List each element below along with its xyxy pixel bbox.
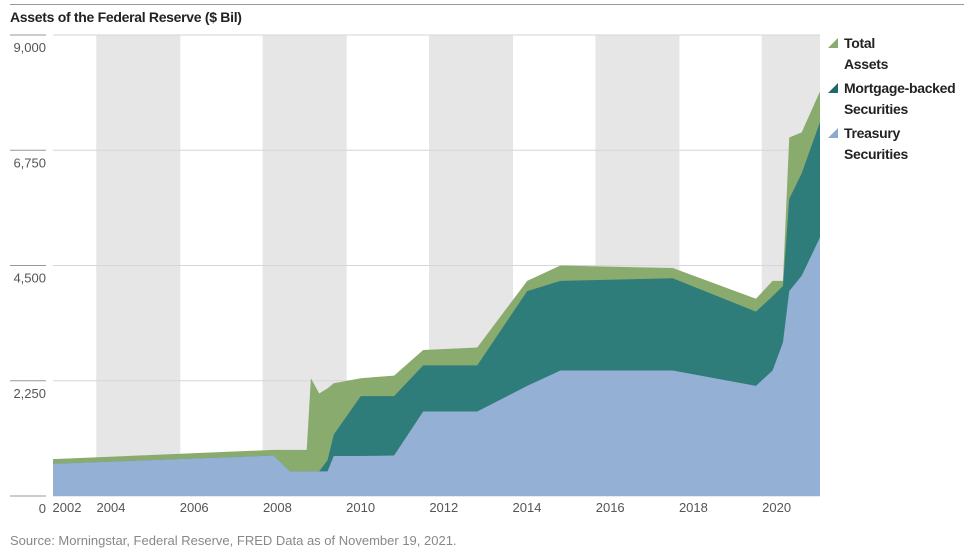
ytick-label: 6,750	[13, 155, 46, 170]
ytick-label: 9,000	[13, 40, 46, 55]
legend-label: Total	[844, 35, 875, 51]
xtick-label: 2008	[263, 500, 292, 515]
legend-label: Securities	[844, 101, 908, 117]
xtick-label: 2020	[762, 500, 791, 515]
xtick-label: 2002	[53, 500, 82, 515]
legend-label: Treasury	[844, 125, 900, 141]
legend-item-total-assets: Total Assets	[828, 33, 955, 75]
ytick-label: 4,500	[13, 271, 46, 286]
chart-title: Assets of the Federal Reserve ($ Bil)	[10, 9, 242, 25]
legend-swatch-icon	[828, 38, 838, 48]
series-area-treasury	[53, 237, 820, 497]
legend-label: Assets	[844, 56, 889, 72]
ytick-label: 2,250	[13, 386, 46, 401]
legend-label: Mortgage-backed	[844, 80, 956, 96]
legend: Total Assets Mortgage-backed Securities Tr…	[828, 33, 956, 168]
top-rule	[10, 4, 964, 5]
xtick-label: 2006	[180, 500, 209, 515]
legend-item-treasury: Treasury Securities	[828, 123, 955, 165]
xtick-label: 2004	[97, 500, 126, 515]
xtick-label: 2012	[429, 500, 458, 515]
xtick-label: 2018	[679, 500, 708, 515]
xtick-label: 2014	[513, 500, 542, 515]
legend-item-mbs: Mortgage-backed Securities	[828, 78, 956, 120]
xtick-label: 2010	[346, 500, 375, 515]
legend-label: Securities	[844, 146, 908, 162]
xtick-label: 2016	[596, 500, 625, 515]
source-note: Source: Morningstar, Federal Reserve, FR…	[10, 533, 457, 548]
legend-swatch-icon	[828, 83, 838, 93]
ytick-label: 0	[39, 501, 46, 516]
legend-swatch-icon	[828, 128, 838, 138]
